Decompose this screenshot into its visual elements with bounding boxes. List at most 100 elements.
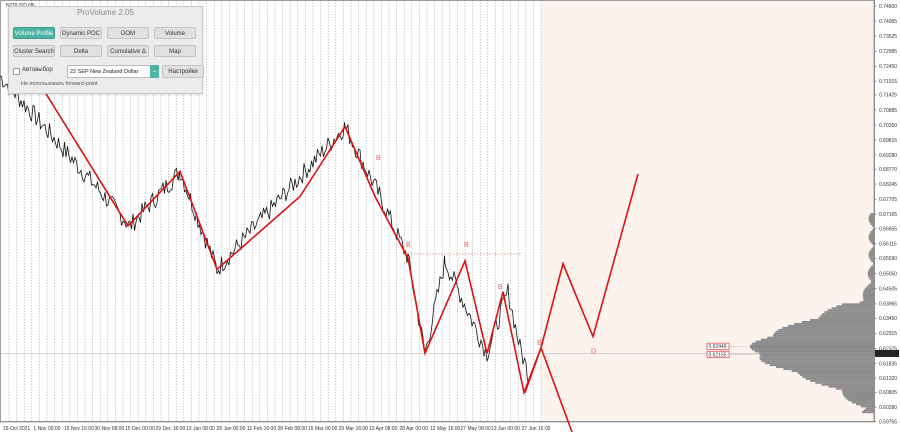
time-tick-label: 27 Jun 16:00 bbox=[522, 426, 551, 432]
cluster-search-button[interactable]: Cluster Search bbox=[13, 45, 55, 57]
time-tick-label: 29 Dec 16:00 bbox=[156, 426, 186, 432]
profile-bar bbox=[775, 330, 874, 333]
dom-button[interactable]: DOM bbox=[107, 27, 149, 39]
time-tick-label: 13 Jan 08:00 bbox=[186, 426, 215, 432]
price-tick-label: 0.70350 bbox=[879, 123, 897, 129]
profile-bar bbox=[827, 309, 874, 312]
profile-bar bbox=[862, 293, 874, 296]
profile-bar bbox=[863, 289, 874, 292]
price-tick-label: 0.71915 bbox=[879, 79, 897, 85]
zigzag-line bbox=[34, 75, 542, 396]
profile-bar bbox=[805, 377, 874, 380]
profile-bar bbox=[869, 238, 874, 241]
profile-bar bbox=[868, 254, 874, 257]
current-price-label: 0.62197 bbox=[877, 351, 895, 357]
auto-select-label: Автовыбор bbox=[22, 67, 53, 73]
profile-bar bbox=[759, 358, 874, 361]
profile-bar bbox=[869, 277, 874, 280]
time-tick-label: 15 Dec 00:00 bbox=[125, 426, 155, 432]
price-tick-label: 0.59755 bbox=[879, 420, 897, 426]
panel-title: ProVolume 2.05 bbox=[77, 8, 134, 17]
map-button[interactable]: Map bbox=[154, 45, 196, 57]
profile-bar bbox=[872, 224, 874, 227]
profile-bar bbox=[810, 319, 874, 322]
profile-bar bbox=[869, 215, 874, 218]
profile-bar bbox=[868, 252, 874, 255]
price-tick-label: 0.72985 bbox=[879, 49, 897, 55]
delta-button[interactable]: Delta bbox=[60, 45, 102, 57]
profile-bar bbox=[751, 348, 874, 351]
profile-bar bbox=[778, 328, 874, 331]
time-tick-label: 13 Apr 08:00 bbox=[369, 426, 398, 432]
profile-bar bbox=[862, 295, 874, 298]
profile-bar bbox=[759, 356, 874, 359]
profile-bar bbox=[822, 313, 874, 316]
auto-select-checkbox[interactable] bbox=[13, 68, 20, 75]
chart-border bbox=[0, 0, 875, 422]
pattern-label: D bbox=[591, 348, 596, 355]
profile-bar bbox=[810, 379, 874, 382]
profile-bar bbox=[870, 213, 874, 216]
profile-bar bbox=[868, 236, 874, 239]
price-tick-label: 0.66655 bbox=[879, 226, 897, 232]
price-axis: 0.74600 0.74065 0.73525 0.72985 0.72450 0.719… bbox=[874, 4, 897, 426]
cumulative-delta-button[interactable]: Cumulative Δ bbox=[107, 45, 149, 57]
profile-bar bbox=[769, 364, 874, 367]
price-tick-label: 0.68245 bbox=[879, 182, 897, 188]
profile-bar bbox=[818, 317, 874, 320]
time-tick-label: 29 Mar 16:00 bbox=[339, 426, 369, 432]
chevron-down-icon[interactable]: ⌄ bbox=[150, 65, 159, 78]
profile-bar bbox=[848, 399, 874, 402]
profile-bar bbox=[868, 217, 874, 220]
profile-bar bbox=[872, 262, 874, 265]
profile-bar bbox=[870, 266, 874, 269]
time-tick-label: 27 May 08:00 bbox=[461, 426, 492, 432]
price-tick-label: 0.69815 bbox=[879, 138, 897, 144]
profile-bar bbox=[861, 411, 874, 414]
profile-bar bbox=[864, 287, 874, 290]
profile-bar bbox=[801, 320, 874, 323]
profile-bar bbox=[760, 354, 874, 357]
profile-bar bbox=[835, 387, 874, 390]
contract-select[interactable]: 22 SEP New Zealand Dollar bbox=[67, 65, 151, 78]
profile-bar bbox=[754, 350, 874, 353]
annotations: B B B B B D 0.62449 0.62155 0.62197 bbox=[0, 155, 899, 358]
time-tick-label: 15 Mar 00:00 bbox=[308, 426, 338, 432]
price-tick-label: 0.60805 bbox=[879, 390, 897, 396]
price-tick-label: 0.62375 bbox=[879, 346, 897, 352]
profile-bar bbox=[821, 383, 874, 386]
profile-bar bbox=[831, 307, 874, 310]
profile-bar bbox=[750, 344, 874, 347]
profile-bar bbox=[869, 268, 874, 271]
profile-bar bbox=[872, 246, 874, 249]
provolume-panel[interactable]: ProVolume 2.05 Volume Profile Dynamic PO… bbox=[8, 6, 204, 94]
profile-bar bbox=[856, 403, 874, 406]
profile-bar bbox=[870, 279, 874, 282]
profile-bar bbox=[845, 397, 874, 400]
profile-bar bbox=[868, 283, 874, 286]
profile-bar bbox=[775, 366, 874, 369]
dynamic-poc-button[interactable]: Dynamic POC bbox=[60, 27, 102, 39]
profile-bar bbox=[869, 250, 874, 253]
settings-button[interactable]: Настройки bbox=[162, 65, 204, 78]
volume-button[interactable]: Volume bbox=[154, 27, 196, 39]
profile-bar bbox=[870, 240, 874, 243]
volume-profile-button[interactable]: Volume Profile bbox=[13, 27, 55, 39]
profile-bar bbox=[820, 315, 874, 318]
time-tick-label: 1 Nov 00:00 bbox=[34, 426, 61, 432]
profile-bar bbox=[863, 297, 874, 300]
profile-bar bbox=[752, 342, 874, 345]
profile-bar bbox=[866, 285, 874, 288]
level-label: 0.62155 bbox=[709, 352, 727, 358]
price-tick-label: 0.74600 bbox=[879, 4, 897, 10]
profile-bar bbox=[863, 299, 874, 302]
profile-bar bbox=[828, 385, 874, 388]
level-label: 0.62449 bbox=[709, 344, 727, 350]
profile-bar bbox=[841, 389, 874, 392]
profile-bar bbox=[851, 401, 874, 404]
profile-bar bbox=[869, 232, 874, 235]
profile-bar bbox=[870, 248, 874, 251]
profile-bar bbox=[863, 409, 874, 412]
time-tick-label: 28 Jan 00:00 bbox=[217, 426, 246, 432]
profile-bar bbox=[868, 234, 874, 237]
